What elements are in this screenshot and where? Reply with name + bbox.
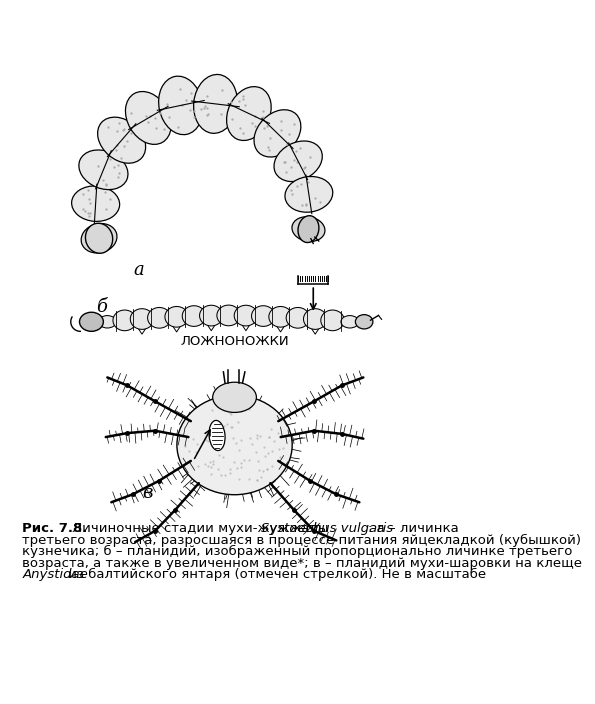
- Text: возраста, а также в увеличенном виде*; в – планидий мухи-шаровки на клеще: возраста, а также в увеличенном виде*; в…: [22, 557, 583, 570]
- Text: в: в: [142, 484, 152, 502]
- Ellipse shape: [79, 150, 128, 189]
- Ellipse shape: [217, 305, 240, 326]
- Ellipse shape: [286, 308, 309, 328]
- Ellipse shape: [341, 315, 359, 328]
- Ellipse shape: [126, 92, 171, 144]
- Ellipse shape: [159, 76, 203, 134]
- Ellipse shape: [80, 313, 104, 332]
- Ellipse shape: [274, 141, 322, 182]
- Ellipse shape: [81, 223, 117, 253]
- Ellipse shape: [303, 308, 327, 329]
- Ellipse shape: [193, 75, 237, 133]
- Text: из балтийского янтаря (отмечен стрелкой). Не в масштабе: из балтийского янтаря (отмечен стрелкой)…: [64, 568, 487, 582]
- Ellipse shape: [321, 310, 345, 331]
- Text: Systoechus vulgaris: Systoechus vulgaris: [261, 522, 393, 535]
- Ellipse shape: [98, 315, 116, 328]
- Ellipse shape: [285, 177, 333, 212]
- Text: Anystidae: Anystidae: [22, 568, 88, 582]
- Ellipse shape: [209, 420, 225, 451]
- Text: : a – личинка: : a – личинка: [368, 522, 459, 535]
- Ellipse shape: [165, 306, 189, 327]
- Ellipse shape: [199, 306, 223, 326]
- Ellipse shape: [148, 308, 171, 328]
- Ellipse shape: [130, 308, 154, 329]
- Text: третьего возраста, разросшаяся в процессе питания яйцекладкой (кубышкой): третьего возраста, разросшаяся в процесс…: [22, 534, 581, 547]
- Text: Личиночные стадии мухи-жужжалы: Личиночные стадии мухи-жужжалы: [68, 522, 333, 535]
- Text: ЛОЖНОНОЖКИ: ЛОЖНОНОЖКИ: [180, 335, 289, 348]
- Ellipse shape: [298, 215, 319, 243]
- Text: a: a: [134, 261, 145, 279]
- Text: б: б: [96, 298, 107, 317]
- Ellipse shape: [182, 306, 206, 327]
- Ellipse shape: [252, 306, 275, 327]
- Ellipse shape: [227, 87, 271, 141]
- Text: кузнечика; б – планидий, изображенный пропорционально личинке третьего: кузнечика; б – планидий, изображенный пр…: [22, 545, 572, 558]
- Ellipse shape: [86, 223, 112, 253]
- Ellipse shape: [71, 186, 120, 221]
- Ellipse shape: [234, 306, 258, 326]
- Ellipse shape: [98, 117, 146, 163]
- Ellipse shape: [292, 217, 325, 241]
- Ellipse shape: [113, 310, 136, 331]
- Text: Рис. 7.8.: Рис. 7.8.: [22, 522, 87, 535]
- Ellipse shape: [212, 382, 256, 413]
- Ellipse shape: [269, 306, 292, 327]
- Ellipse shape: [177, 396, 292, 495]
- Ellipse shape: [254, 110, 301, 157]
- Ellipse shape: [355, 315, 373, 329]
